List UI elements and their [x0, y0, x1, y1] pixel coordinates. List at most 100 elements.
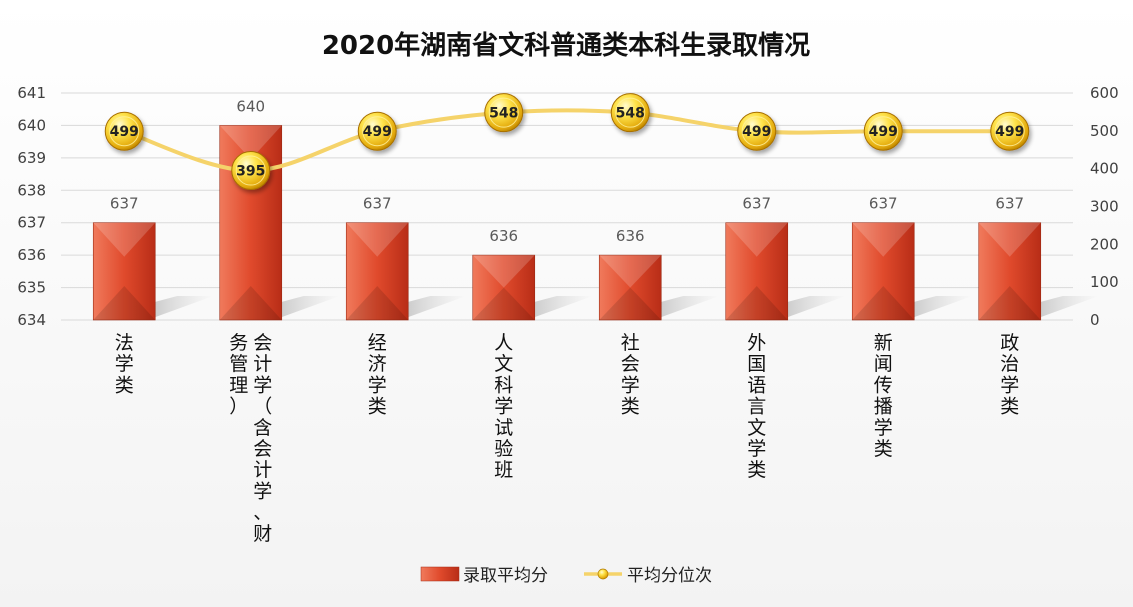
category-label-column: 法学类: [115, 332, 134, 396]
y-left-tick: 641: [17, 84, 46, 102]
category-label: 政治学类: [1000, 332, 1019, 418]
category-char: 治: [1000, 353, 1019, 375]
rank-marker: [610, 93, 650, 133]
category-char: 学: [115, 353, 134, 375]
rank-point: 499: [104, 111, 144, 151]
bar-body: [345, 222, 409, 321]
category-char: 类: [874, 438, 893, 460]
category-char: 济: [368, 353, 387, 375]
category-char: 管: [229, 353, 248, 375]
y-left-tick: 635: [17, 279, 46, 297]
y-right-tick: 300: [1090, 198, 1119, 216]
y-right-tick: 0: [1090, 311, 1100, 329]
bar: [472, 254, 536, 321]
rank-data-label: 499: [363, 124, 392, 140]
rank-point: 548: [610, 93, 650, 133]
category-char: 播: [874, 396, 893, 418]
bar: [345, 222, 409, 321]
bar-bevel-bottom: [599, 287, 662, 320]
category-label-column: 务管理）: [229, 332, 248, 418]
category-char: 、: [253, 502, 272, 524]
rank-marker-ring: [235, 155, 266, 186]
category-labels: 法学类会计学（含会计学、财务管理）经济学类人文科学试验班社会学类外国语言文学类新…: [115, 332, 1020, 545]
y-left-tick: 640: [17, 116, 46, 134]
category-char: 闻: [874, 353, 893, 375]
category-label-column: 经济学类: [368, 332, 387, 418]
bar: [725, 222, 789, 321]
gridlines: [61, 92, 1073, 321]
rank-points: 499 395 499 548 548 499 499 499: [104, 93, 1030, 191]
bar-body: [978, 222, 1042, 321]
category-char: 社: [621, 332, 640, 354]
bar-bevel-bottom: [93, 286, 156, 320]
legend: 录取平均分 平均分位次: [420, 566, 712, 586]
category-label-column: 人文科学试验班: [494, 332, 513, 481]
bar: [978, 222, 1042, 321]
bar-body: [598, 254, 662, 321]
rank-marker-ring: [741, 116, 772, 147]
category-label-column: 外国语言文学类: [747, 332, 766, 481]
bar-data-label: 636: [616, 227, 645, 245]
bar-body: [725, 222, 789, 321]
category-char: 类: [1000, 396, 1019, 418]
y-right-tick: 200: [1090, 235, 1119, 253]
bar-body: [472, 254, 536, 321]
bar-data-label: 637: [869, 195, 898, 213]
bar-data-label: 640: [236, 97, 265, 115]
bar-bevel-bottom: [725, 286, 788, 320]
category-char: 学: [747, 438, 766, 460]
category-char: 学: [621, 374, 640, 396]
bar-shadow: [526, 296, 593, 320]
bar-data-label: 637: [995, 195, 1024, 213]
rank-marker: [104, 111, 144, 151]
y-right-tick: 500: [1090, 122, 1119, 140]
bar-bevel-top: [599, 255, 662, 288]
rank-marker-ring: [488, 97, 519, 128]
category-label: 社会学类: [621, 332, 640, 418]
y-left-tick: 636: [17, 246, 46, 264]
rank-data-label: 499: [995, 124, 1024, 140]
bar-bevel-bottom: [219, 286, 282, 320]
right-axis: 0 100 200 300 400 500 600: [1090, 84, 1119, 329]
category-label-column: 政治学类: [1000, 332, 1019, 418]
category-char: 务: [229, 332, 248, 354]
rank-marker: [737, 111, 777, 151]
category-label: 人文科学试验班: [494, 332, 513, 481]
bar-shadow: [906, 296, 973, 320]
category-char: 传: [874, 374, 893, 396]
category-char: 语: [747, 374, 766, 396]
bar-data-label: 637: [110, 195, 139, 213]
category-char: 外: [747, 332, 766, 354]
rank-marker-ring: [994, 116, 1025, 147]
legend-label-bars: 录取平均分: [463, 566, 548, 586]
rank-marker-ring: [868, 116, 899, 147]
category-char: 文: [747, 417, 766, 439]
bar: [598, 254, 662, 321]
category-label-column: 社会学类: [621, 332, 640, 418]
rank-point: 499: [990, 111, 1030, 151]
category-char: 班: [494, 459, 513, 481]
rank-point: 548: [484, 93, 524, 133]
bar-bevel-bottom: [346, 286, 409, 320]
category-char: 试: [494, 417, 513, 439]
y-right-tick: 400: [1090, 160, 1119, 178]
rank-marker: [357, 111, 397, 151]
category-char: 会: [253, 332, 272, 354]
rank-marker-ring: [362, 116, 393, 147]
category-char: 学: [874, 417, 893, 439]
bar-data-labels: 637 640 637 636 636 637 637 637: [110, 97, 1024, 245]
category-char: 学: [368, 374, 387, 396]
y-left-tick: 634: [17, 311, 46, 329]
bar-bevel-top: [219, 125, 282, 160]
category-char: 财: [253, 523, 272, 545]
rank-data-label: 548: [616, 106, 645, 122]
category-label: 法学类: [115, 332, 134, 396]
category-char: 会: [621, 353, 640, 375]
category-char: 人: [494, 332, 513, 354]
y-right-tick: 600: [1090, 84, 1119, 102]
category-char: 学: [1000, 374, 1019, 396]
chart-title: 2020年湖南省文科普通类本科生录取情况: [322, 30, 810, 61]
category-char: 计: [253, 459, 272, 481]
rank-marker-ring: [109, 116, 140, 147]
category-char: ）: [229, 396, 248, 418]
